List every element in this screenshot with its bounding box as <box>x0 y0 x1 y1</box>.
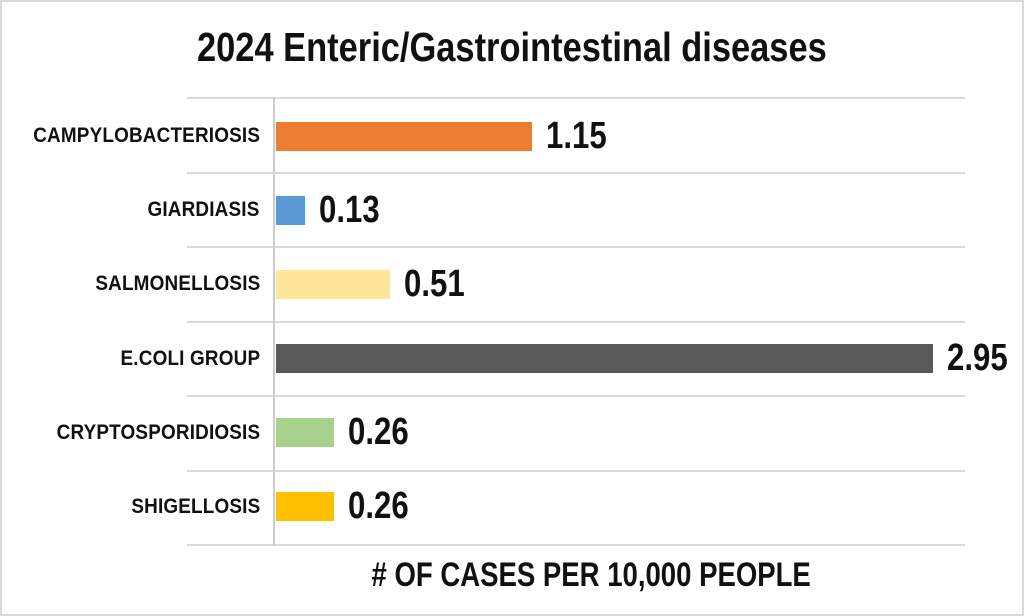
label-row: CRYPTOSPORIDIOSIS <box>2 396 260 470</box>
bar-value-label: 2.95 <box>946 337 1008 380</box>
label-row: E.COLI GROUP <box>2 322 260 396</box>
bar-giardiasis <box>276 195 305 225</box>
label-row: GIARDIASIS <box>2 173 260 247</box>
gridline-row <box>187 248 965 323</box>
label-row: SHIGELLOSIS <box>2 470 260 544</box>
category-label: SHIGELLOSIS <box>130 494 260 518</box>
gridline-row <box>187 174 965 248</box>
bar-value-label: 0.26 <box>347 485 409 528</box>
label-row: SALMONELLOSIS <box>2 247 260 321</box>
bar-value-label: 0.51 <box>403 262 465 305</box>
bar-ecoli-group <box>276 344 933 374</box>
gridline-row <box>187 397 965 472</box>
category-label: CRYPTOSPORIDIOSIS <box>56 420 260 444</box>
category-label: E.COLI GROUP <box>120 346 260 370</box>
gridline-row <box>187 323 965 397</box>
bar-value-label: 0.26 <box>347 411 409 454</box>
category-label: SALMONELLOSIS <box>94 272 260 296</box>
bars-area: 1.15 0.13 0.51 2.95 0.26 0.26 <box>276 99 1007 544</box>
category-axis-line <box>273 97 275 546</box>
bar-row: 0.26 <box>276 470 966 544</box>
bar-row: 0.13 <box>276 173 966 247</box>
bar-cryptosporidiosis <box>276 418 334 448</box>
x-axis-title-text: # OF CASES PER 10,000 PEOPLE <box>371 556 811 594</box>
label-row: CAMPYLOBACTERIOSIS <box>2 99 260 173</box>
chart-title-text: 2024 Enteric/Gastrointestinal diseases <box>197 24 827 70</box>
category-labels: CAMPYLOBACTERIOSIS GIARDIASIS SALMONELLO… <box>2 99 260 544</box>
bar-campylobacteriosis <box>276 121 532 151</box>
x-axis-title: # OF CASES PER 10,000 PEOPLE <box>202 556 980 595</box>
gridline-row <box>187 99 965 174</box>
bar-row: 1.15 <box>276 99 966 173</box>
category-label: CAMPYLOBACTERIOSIS <box>33 124 260 148</box>
plot-gridlines <box>187 97 965 546</box>
bar-value-label: 0.13 <box>318 188 380 231</box>
bar-row: 0.51 <box>276 247 966 321</box>
chart-title: 2024 Enteric/Gastrointestinal diseases <box>2 24 1022 71</box>
category-label: GIARDIASIS <box>147 198 260 222</box>
bar-row: 0.26 <box>276 396 966 470</box>
bar-shigellosis <box>276 492 334 522</box>
bar-salmonellosis <box>276 269 390 299</box>
gridline-row <box>187 472 965 546</box>
bar-value-label: 1.15 <box>545 114 607 157</box>
bar-row: 2.95 <box>276 322 1007 396</box>
